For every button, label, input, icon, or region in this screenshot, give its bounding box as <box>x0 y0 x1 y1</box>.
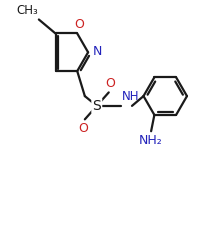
Text: O: O <box>78 122 88 134</box>
Text: O: O <box>74 18 84 31</box>
Text: CH₃: CH₃ <box>16 4 38 17</box>
Text: NH₂: NH₂ <box>139 134 163 147</box>
Text: N: N <box>93 45 102 58</box>
Text: S: S <box>93 99 101 113</box>
Text: O: O <box>106 77 115 90</box>
Text: NH: NH <box>122 90 139 103</box>
